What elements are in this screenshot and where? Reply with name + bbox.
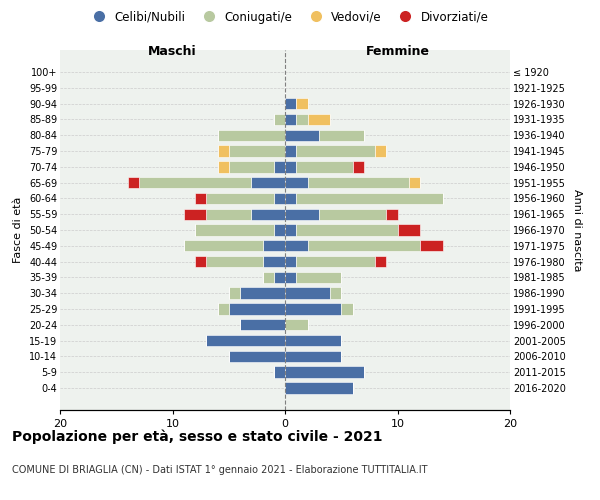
Bar — [229, 304, 285, 314]
Bar — [240, 319, 285, 330]
Bar — [330, 288, 341, 299]
Bar — [296, 161, 353, 172]
Bar — [206, 335, 285, 346]
Bar — [285, 366, 364, 378]
Bar — [229, 350, 285, 362]
Bar — [218, 146, 229, 156]
Bar — [285, 256, 296, 268]
Bar — [308, 240, 420, 252]
Bar — [195, 224, 274, 235]
Y-axis label: Fasce di età: Fasce di età — [13, 197, 23, 263]
Bar — [139, 177, 251, 188]
Bar — [184, 240, 263, 252]
Bar — [206, 256, 263, 268]
Text: Popolazione per età, sesso e stato civile - 2021: Popolazione per età, sesso e stato civil… — [12, 430, 383, 444]
Bar — [274, 272, 285, 283]
Bar — [285, 224, 296, 235]
Bar — [285, 288, 330, 299]
Bar — [229, 288, 240, 299]
Text: Maschi: Maschi — [148, 45, 197, 58]
Bar — [251, 208, 285, 220]
Bar — [296, 256, 375, 268]
Bar — [296, 224, 398, 235]
Bar — [285, 146, 296, 156]
Bar — [285, 208, 319, 220]
Y-axis label: Anni di nascita: Anni di nascita — [572, 188, 583, 271]
Bar — [319, 130, 364, 141]
Bar — [263, 272, 274, 283]
Bar — [285, 130, 319, 141]
Bar — [296, 192, 443, 204]
Bar — [308, 177, 409, 188]
Bar — [308, 114, 330, 125]
Bar — [229, 146, 285, 156]
Bar — [285, 98, 296, 110]
Bar — [184, 208, 206, 220]
Bar — [240, 288, 285, 299]
Bar — [285, 161, 296, 172]
Bar — [195, 192, 206, 204]
Text: COMUNE DI BRIAGLIA (CN) - Dati ISTAT 1° gennaio 2021 - Elaborazione TUTTITALIA.I: COMUNE DI BRIAGLIA (CN) - Dati ISTAT 1° … — [12, 465, 427, 475]
Bar — [263, 256, 285, 268]
Bar — [195, 256, 206, 268]
Bar — [296, 114, 308, 125]
Bar — [285, 192, 296, 204]
Bar — [319, 208, 386, 220]
Bar — [409, 177, 420, 188]
Bar — [229, 161, 274, 172]
Bar — [206, 208, 251, 220]
Bar — [353, 161, 364, 172]
Bar — [296, 272, 341, 283]
Bar — [274, 224, 285, 235]
Bar — [296, 146, 375, 156]
Legend: Celibi/Nubili, Coniugati/e, Vedovi/e, Divorziati/e: Celibi/Nubili, Coniugati/e, Vedovi/e, Di… — [83, 6, 493, 28]
Bar — [285, 382, 353, 394]
Bar — [128, 177, 139, 188]
Bar — [285, 240, 308, 252]
Bar — [206, 192, 274, 204]
Bar — [420, 240, 443, 252]
Bar — [218, 304, 229, 314]
Bar — [341, 304, 353, 314]
Bar — [375, 256, 386, 268]
Bar — [274, 192, 285, 204]
Bar — [296, 98, 308, 110]
Bar — [375, 146, 386, 156]
Bar — [218, 161, 229, 172]
Bar — [285, 114, 296, 125]
Bar — [386, 208, 398, 220]
Bar — [285, 304, 341, 314]
Bar — [274, 161, 285, 172]
Bar — [285, 335, 341, 346]
Bar — [274, 366, 285, 378]
Bar — [263, 240, 285, 252]
Bar — [218, 130, 285, 141]
Bar — [285, 272, 296, 283]
Bar — [285, 350, 341, 362]
Bar — [398, 224, 420, 235]
Bar — [274, 114, 285, 125]
Bar — [285, 177, 308, 188]
Bar — [251, 177, 285, 188]
Bar — [285, 319, 308, 330]
Text: Femmine: Femmine — [365, 45, 430, 58]
